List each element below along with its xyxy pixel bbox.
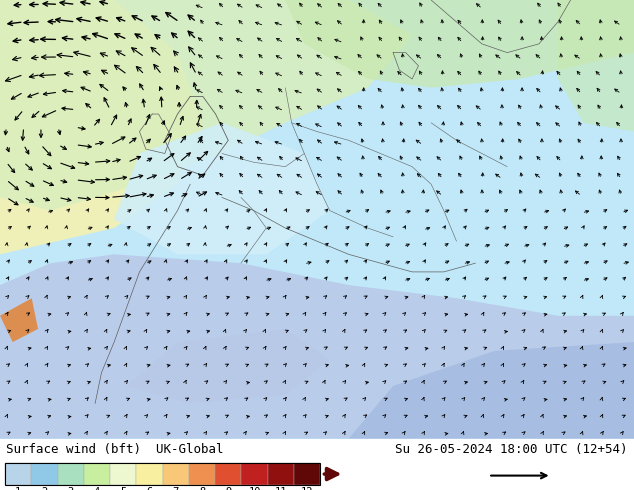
- Bar: [5, 463, 31, 485]
- Bar: [189, 463, 215, 485]
- Polygon shape: [0, 254, 634, 439]
- Polygon shape: [349, 342, 634, 439]
- Text: 9: 9: [225, 488, 231, 490]
- Bar: [5, 463, 320, 485]
- Text: 8: 8: [199, 488, 205, 490]
- Text: 2: 2: [41, 488, 48, 490]
- Bar: [31, 463, 58, 485]
- Text: 11: 11: [275, 488, 287, 490]
- Text: 3: 3: [68, 488, 74, 490]
- Bar: [110, 463, 136, 485]
- Bar: [162, 463, 189, 485]
- Text: Su 26-05-2024 18:00 UTC (12+54): Su 26-05-2024 18:00 UTC (12+54): [395, 442, 628, 456]
- Bar: [84, 463, 110, 485]
- Text: 1: 1: [15, 488, 22, 490]
- Polygon shape: [558, 0, 634, 132]
- Polygon shape: [127, 329, 330, 403]
- Bar: [294, 463, 320, 485]
- Polygon shape: [114, 123, 330, 254]
- Polygon shape: [285, 0, 634, 88]
- Text: 7: 7: [172, 488, 179, 490]
- Text: 5: 5: [120, 488, 126, 490]
- Text: Surface wind (bft)  UK-Global: Surface wind (bft) UK-Global: [6, 442, 224, 456]
- Bar: [58, 463, 84, 485]
- Bar: [242, 463, 268, 485]
- Polygon shape: [0, 0, 412, 211]
- Polygon shape: [0, 0, 203, 254]
- Text: 10: 10: [249, 488, 261, 490]
- Text: 6: 6: [146, 488, 153, 490]
- Bar: [136, 463, 162, 485]
- Bar: [268, 463, 294, 485]
- Text: 12: 12: [301, 488, 313, 490]
- Bar: [215, 463, 242, 485]
- Text: 4: 4: [94, 488, 100, 490]
- Polygon shape: [0, 298, 38, 342]
